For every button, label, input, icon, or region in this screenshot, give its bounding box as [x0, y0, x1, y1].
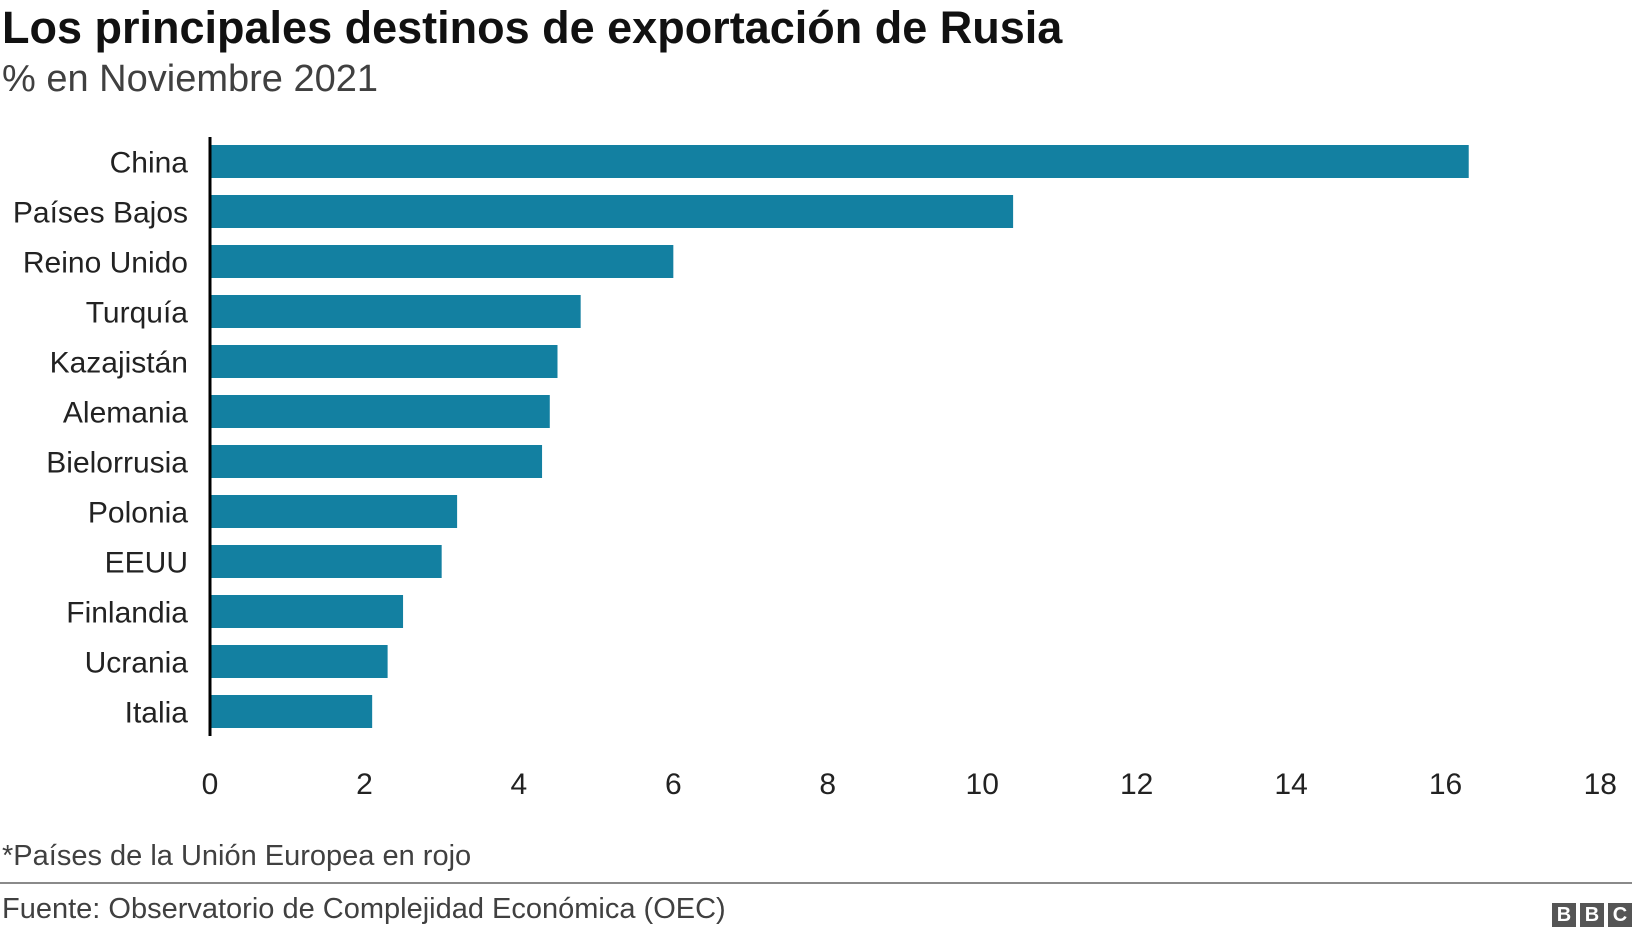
footnote: *Países de la Unión Europea en rojo — [2, 840, 472, 872]
category-label: Alemania — [63, 397, 188, 430]
category-label: Italia — [125, 697, 189, 730]
chart-title: Los principales destinos de exportación … — [2, 2, 1063, 53]
bar-11 — [210, 695, 373, 728]
footer-divider — [0, 882, 1632, 884]
bar-2 — [210, 245, 674, 278]
category-labels: China Países Bajos Reino Unido Turquía Kazaj… — [13, 147, 188, 730]
x-tick-label: 0 — [202, 768, 219, 801]
x-tick-label: 18 — [1584, 768, 1617, 801]
bbc-logo-letter: B — [1580, 903, 1604, 927]
x-tick-label: 8 — [819, 768, 836, 801]
bbc-logo-letter: C — [1608, 903, 1632, 927]
bar-8 — [210, 545, 442, 578]
x-tick-label: 6 — [665, 768, 682, 801]
bar-4 — [210, 345, 558, 378]
x-tick-label: 2 — [356, 768, 373, 801]
x-tick-label: 10 — [966, 768, 999, 801]
category-label: Bielorrusia — [46, 447, 188, 480]
bar-10 — [210, 645, 388, 678]
x-tick-label: 12 — [1120, 768, 1153, 801]
category-label: China — [110, 147, 189, 180]
category-label: Kazajistán — [50, 347, 188, 380]
bar-5 — [210, 395, 550, 428]
source-text: Fuente: Observatorio de Complejidad Econ… — [2, 893, 726, 925]
bar-0 — [210, 145, 1469, 178]
category-label: Países Bajos — [13, 197, 188, 230]
bbc-logo-letter: B — [1552, 903, 1576, 927]
x-tick-label: 4 — [511, 768, 528, 801]
bars-layer — [210, 145, 1469, 728]
category-label: Finlandia — [66, 597, 188, 630]
bar-3 — [210, 295, 581, 328]
bar-chart: China Países Bajos Reino Unido Turquía Kazaj… — [13, 137, 1617, 801]
bar-7 — [210, 495, 458, 528]
bar-6 — [210, 445, 543, 478]
x-tick-label: 16 — [1429, 768, 1462, 801]
category-label: Reino Unido — [23, 247, 188, 280]
x-tick-label: 14 — [1274, 768, 1307, 801]
category-label: Polonia — [88, 497, 188, 530]
x-axis-tick-labels: 0 2 4 6 8 10 12 14 16 18 — [202, 768, 1617, 801]
bar-9 — [210, 595, 404, 628]
bbc-logo: B B C — [1552, 903, 1632, 927]
category-label: Turquía — [86, 297, 189, 330]
category-label: Ucrania — [85, 647, 189, 680]
chart-subtitle: % en Noviembre 2021 — [2, 58, 378, 100]
category-label: EEUU — [105, 547, 188, 580]
bar-1 — [210, 195, 1014, 228]
